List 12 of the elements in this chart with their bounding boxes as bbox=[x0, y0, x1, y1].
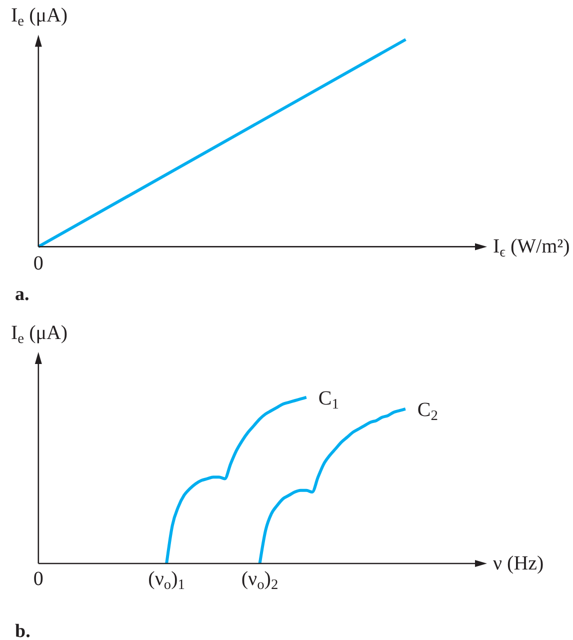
x-tick-label: (ν$_{o}$)$_{2}$ bbox=[241, 568, 278, 593]
annotation: 0 bbox=[33, 252, 44, 275]
x-axis-title: I$_{ϵ}$ (W/m²) bbox=[493, 236, 570, 260]
series-label: C$_{2}$ bbox=[417, 398, 438, 424]
y-axis-title: I$_{e}$ (μA) bbox=[11, 4, 68, 30]
x-axis-title: ν (Hz) bbox=[493, 552, 544, 574]
text: b. bbox=[15, 621, 30, 640]
y-axis-title: I$_{e}$ (μA) bbox=[11, 322, 68, 347]
x-tick-label: 0 bbox=[33, 568, 44, 590]
x-tick-label: (ν$_{o}$)$_{1}$ bbox=[148, 568, 185, 593]
series-label: C$_{1}$ bbox=[318, 387, 339, 412]
text: a. bbox=[15, 284, 30, 305]
